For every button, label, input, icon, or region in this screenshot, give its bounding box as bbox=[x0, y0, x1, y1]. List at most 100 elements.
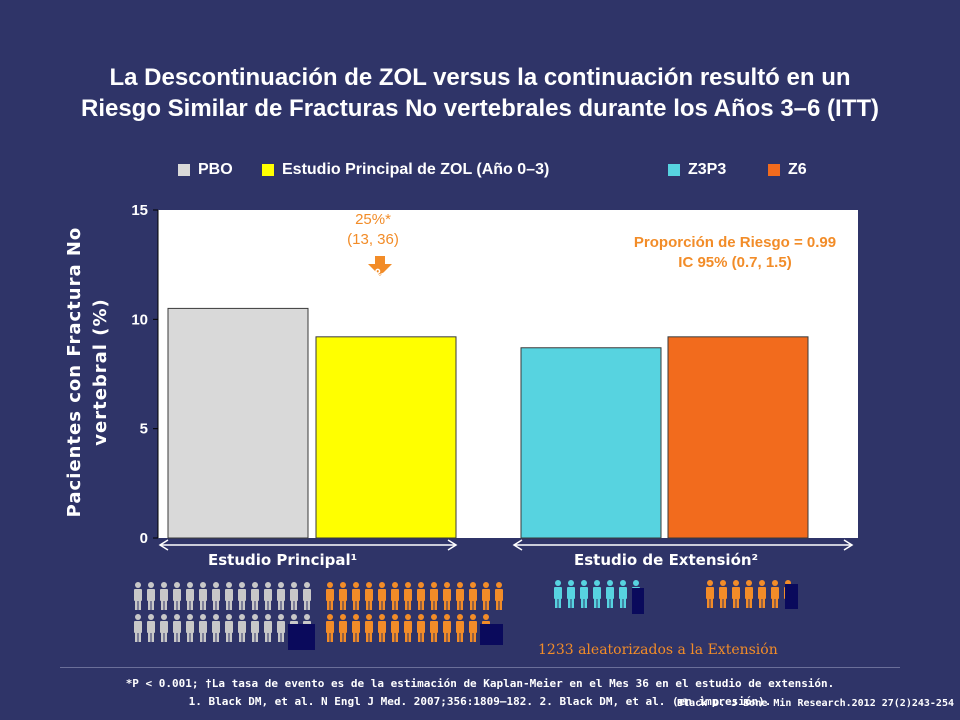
data-label-zol-line-1: 8% bbox=[365, 265, 385, 284]
person-icon-orange bbox=[404, 614, 412, 642]
person-icon-orange bbox=[430, 582, 438, 610]
extension-bracket-right-arrow-icon bbox=[843, 539, 854, 551]
person-icon-gray bbox=[134, 582, 142, 610]
person-icon-orange bbox=[352, 614, 360, 642]
legend-item-z3p3: Z3P3 bbox=[668, 161, 726, 179]
person-icon-orange bbox=[469, 582, 477, 610]
bar-z3p3 bbox=[520, 347, 662, 539]
person-icon-z6 bbox=[771, 580, 779, 608]
legend-swatch-zol bbox=[262, 164, 274, 176]
person-icon-cyan bbox=[593, 580, 601, 608]
legend-label-z6: Z6 bbox=[788, 161, 807, 178]
person-icon-orange bbox=[339, 582, 347, 610]
person-icon-gray bbox=[160, 614, 168, 642]
group-label-core: Estudio Principal¹ bbox=[208, 551, 358, 569]
citation-text: Black D. J Bone Min Research.2012 27(2)2… bbox=[677, 698, 954, 709]
person-icon-gray bbox=[277, 582, 285, 610]
y-axis-label-line-2: vertebral (%) bbox=[90, 298, 111, 446]
legend-swatch-z6 bbox=[768, 164, 780, 176]
person-icon-gray bbox=[251, 582, 259, 610]
data-label-z6-line-1: 8.2%† bbox=[716, 292, 756, 308]
data-label-zol: 8% (292/386 1) bbox=[320, 264, 430, 330]
y-tick-label-10: 10 bbox=[131, 311, 148, 328]
title-line-2: Riesgo Similar de Fracturas No vertebral… bbox=[80, 95, 879, 122]
person-icon-gray bbox=[186, 614, 194, 642]
person-icon-orange bbox=[326, 614, 334, 642]
person-icon-orange bbox=[417, 582, 425, 610]
person-icon-orange bbox=[469, 614, 477, 642]
person-icon-gray bbox=[303, 582, 311, 610]
group-label-extension: Estudio de Extensión² bbox=[574, 551, 759, 569]
person-icon-gray bbox=[173, 582, 181, 610]
selected-block-orange bbox=[480, 624, 503, 645]
person-icon-gray bbox=[277, 614, 285, 642]
y-axis-label-line-1: Pacientes con Fractura No bbox=[64, 226, 85, 518]
footnote-line-1: *P < 0.001; †La tasa de evento es de la … bbox=[125, 677, 835, 690]
person-icon-orange bbox=[352, 582, 360, 610]
data-label-pbo-line-3: 5) bbox=[210, 281, 230, 300]
hazard-ratio-line-1: Proporción de Riesgo = 0.99 bbox=[633, 234, 837, 251]
person-icon-orange bbox=[365, 582, 373, 610]
reduction-arrow-icon bbox=[368, 256, 392, 276]
legend-label-z3p3: Z3P3 bbox=[688, 161, 727, 178]
legend-item-pbo: PBO bbox=[178, 161, 233, 179]
person-icon-cyan bbox=[580, 580, 588, 608]
y-tick-label-0: 0 bbox=[140, 530, 148, 547]
randomized-count-text: 1233 aleatorizados a la Extensión bbox=[538, 642, 778, 658]
data-label-z3p3-line-2: (45/616 bbox=[548, 297, 616, 316]
person-icon-cyan bbox=[567, 580, 575, 608]
person-icon-z6 bbox=[745, 580, 753, 608]
person-icon-orange bbox=[456, 614, 464, 642]
person-icon-z6 bbox=[706, 580, 714, 608]
person-icon-gray bbox=[147, 614, 155, 642]
hazard-ratio-annotation: Proporción de Riesgo = 0.99 IC 95% (0.7,… bbox=[590, 233, 880, 273]
data-label-z6: 8.2%† (47/617) bbox=[686, 288, 786, 336]
person-icon-orange bbox=[378, 614, 386, 642]
extension-bracket-left-arrow-icon bbox=[512, 539, 523, 551]
person-icon-gray bbox=[264, 614, 272, 642]
legend-label-zol: Estudio Principal de ZOL (Año 0–3) bbox=[282, 161, 550, 178]
title-line-1: La Descontinuación de ZOL versus la cont… bbox=[109, 64, 851, 91]
person-icon-gray bbox=[160, 582, 168, 610]
legend-item-z6: Z6 bbox=[768, 161, 807, 179]
person-icon-gray bbox=[212, 582, 220, 610]
person-icon-z6 bbox=[732, 580, 740, 608]
y-tick-label-5: 5 bbox=[140, 421, 148, 438]
bar-pbo bbox=[167, 307, 309, 539]
person-icon-gray bbox=[238, 614, 246, 642]
person-icon-orange bbox=[417, 614, 425, 642]
person-icon-orange bbox=[456, 582, 464, 610]
person-icon-orange bbox=[391, 614, 399, 642]
selected-block-gray bbox=[288, 624, 315, 650]
person-icon-gray bbox=[225, 582, 233, 610]
person-icon-orange bbox=[495, 582, 503, 610]
legend-swatch-pbo bbox=[178, 164, 190, 176]
person-icon-orange bbox=[482, 582, 490, 610]
person-icon-z6 bbox=[719, 580, 727, 608]
person-icon-gray bbox=[251, 614, 259, 642]
person-icon-gray bbox=[134, 614, 142, 642]
person-icon-gray bbox=[199, 582, 207, 610]
person-icon-orange bbox=[391, 582, 399, 610]
person-icon-gray bbox=[225, 614, 233, 642]
selected-block-cyan bbox=[632, 588, 644, 614]
chart-legend: PBO Estudio Principal de ZOL (Año 0–3) Z… bbox=[0, 161, 960, 185]
person-icon-gray bbox=[199, 614, 207, 642]
slide-title: La Descontinuación de ZOL versus la cont… bbox=[20, 62, 940, 124]
person-icon-orange bbox=[326, 582, 334, 610]
person-icon-orange bbox=[339, 614, 347, 642]
selected-block-z6 bbox=[785, 584, 798, 609]
data-label-z3p3-line-1: 7.6%† bbox=[557, 275, 607, 294]
bar-z6 bbox=[667, 336, 809, 539]
reduction-ci: (13, 36) bbox=[347, 231, 399, 248]
person-icon-orange bbox=[404, 582, 412, 610]
data-label-zol-line-2: (292/386 bbox=[336, 287, 414, 306]
legend-item-zol: Estudio Principal de ZOL (Año 0–3) bbox=[262, 161, 549, 179]
y-axis-label: Pacientes con Fractura No vertebral (%) bbox=[62, 202, 114, 542]
footnote-line-2: 1. Black DM, et al. N Engl J Med. 2007;3… bbox=[188, 695, 772, 708]
person-icon-cyan bbox=[554, 580, 562, 608]
person-icon-gray bbox=[147, 582, 155, 610]
person-icon-gray bbox=[290, 582, 298, 610]
core-bracket-right-arrow-icon bbox=[447, 539, 458, 551]
